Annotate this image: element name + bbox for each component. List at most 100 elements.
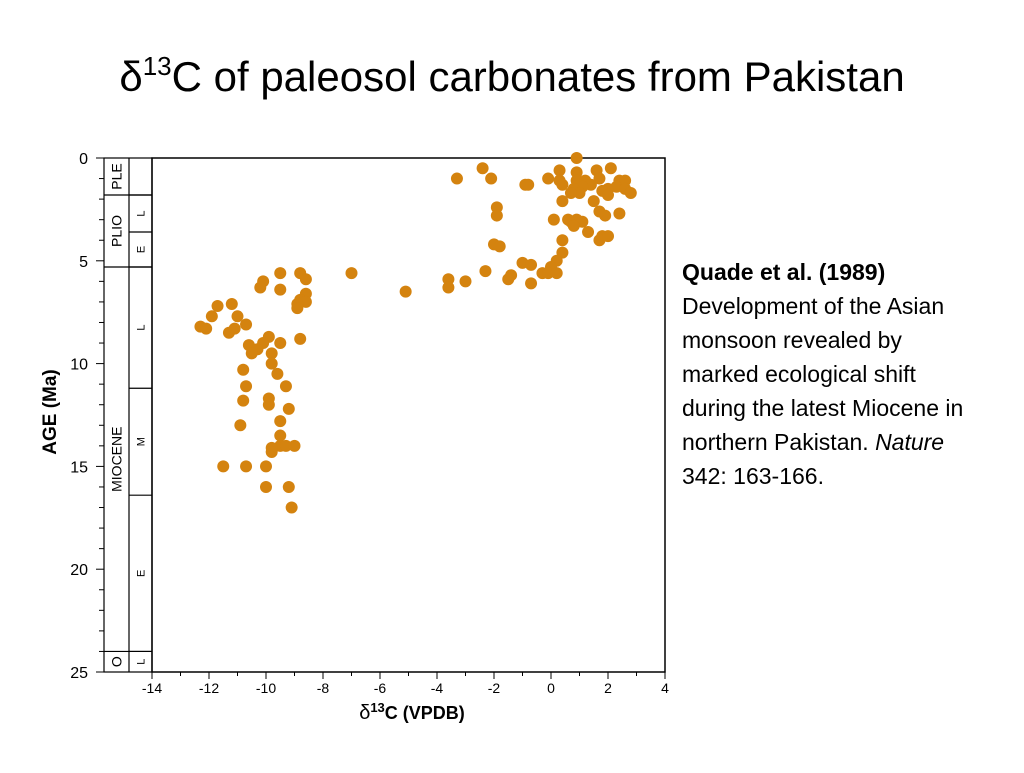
data-point [442,281,455,294]
data-point [265,446,278,459]
data-point [550,267,563,280]
data-point [476,162,489,175]
stage-label: M [136,437,148,446]
x-axis-label-text: C (VPDB) [385,703,465,723]
x-axis-label-superscript: 13 [370,700,384,715]
x-tick-label: -12 [199,680,219,696]
epoch-label: PLE [109,163,125,189]
data-point [345,267,358,280]
data-point [587,195,600,208]
data-point [279,439,292,452]
data-point [265,347,278,360]
data-point [553,164,566,177]
data-point [399,285,412,298]
y-tick-label: 5 [79,254,88,271]
data-point [525,277,538,290]
data-point [525,258,538,271]
y-tick-label: 20 [70,562,88,579]
x-tick-label: -14 [142,680,162,696]
data-point [228,322,241,335]
y-tick-label: 0 [79,151,88,168]
data-point [459,275,472,288]
data-point [237,394,250,407]
data-point [245,347,258,360]
epoch-label: O [109,656,125,667]
x-tick-label: 4 [661,680,669,696]
data-point [254,281,267,294]
data-point [604,162,617,175]
data-point [234,419,247,432]
data-point [262,398,275,411]
data-point [556,195,569,208]
data-point [490,201,503,214]
data-point [522,178,535,191]
y-tick-label: 10 [70,357,88,374]
data-point [613,207,626,220]
data-point [542,172,555,185]
data-point [573,186,586,199]
data-point [485,172,498,185]
data-point [274,283,287,296]
citation-authors: Quade et al. (1989) [682,259,886,285]
x-tick-label: -6 [374,680,387,696]
data-point [299,273,312,286]
y-axis-label: AGE (Ma) [40,369,61,455]
y-tick-label: 25 [70,665,88,682]
data-point [291,302,304,315]
x-tick-label: 2 [604,680,612,696]
data-point [556,234,569,247]
stage-label: E [136,246,148,253]
data-point [564,186,577,199]
data-point [240,460,253,473]
data-point [274,337,287,350]
epoch-label: PLIO [109,215,125,247]
data-point [274,267,287,280]
x-tick-label: -10 [256,680,276,696]
title-text: C of paleosol carbonates from Pakistan [171,53,905,100]
data-point [225,297,238,310]
data-point [593,172,606,185]
data-point [479,265,492,278]
title-superscript: 13 [142,51,172,81]
data-point [217,460,230,473]
data-point [582,226,595,239]
data-point [570,152,583,164]
data-point [294,332,307,345]
data-point [205,310,218,323]
data-point [260,480,272,493]
data-point [237,363,250,376]
data-point [211,300,224,313]
data-point [493,240,506,253]
data-point [567,219,580,232]
data-point [490,209,503,222]
stage-label: E [136,570,148,577]
data-point [282,402,295,415]
y-tick-label: 15 [70,459,88,476]
data-point [570,166,583,179]
data-point [593,205,606,218]
data-point [231,310,244,323]
data-point [547,213,560,226]
data-point [624,186,637,199]
citation-pages: 342: 163-166. [682,463,824,489]
data-point [619,174,632,187]
data-point [502,273,515,286]
data-point [542,267,555,280]
x-axis-label-delta: δ [359,702,370,724]
data-point [450,172,463,185]
data-point [274,415,287,428]
epoch-label: MIOCENE [109,427,125,492]
data-point [288,439,301,452]
x-tick-label: -2 [488,680,501,696]
data-point [602,189,614,202]
data-point [285,501,298,514]
data-point [274,429,287,442]
stage-label: L [136,210,148,216]
x-tick-label: -8 [317,680,330,696]
title-delta: δ [119,53,143,100]
stage-label: L [136,659,148,665]
data-point [602,230,614,243]
x-tick-label: 0 [547,680,555,696]
